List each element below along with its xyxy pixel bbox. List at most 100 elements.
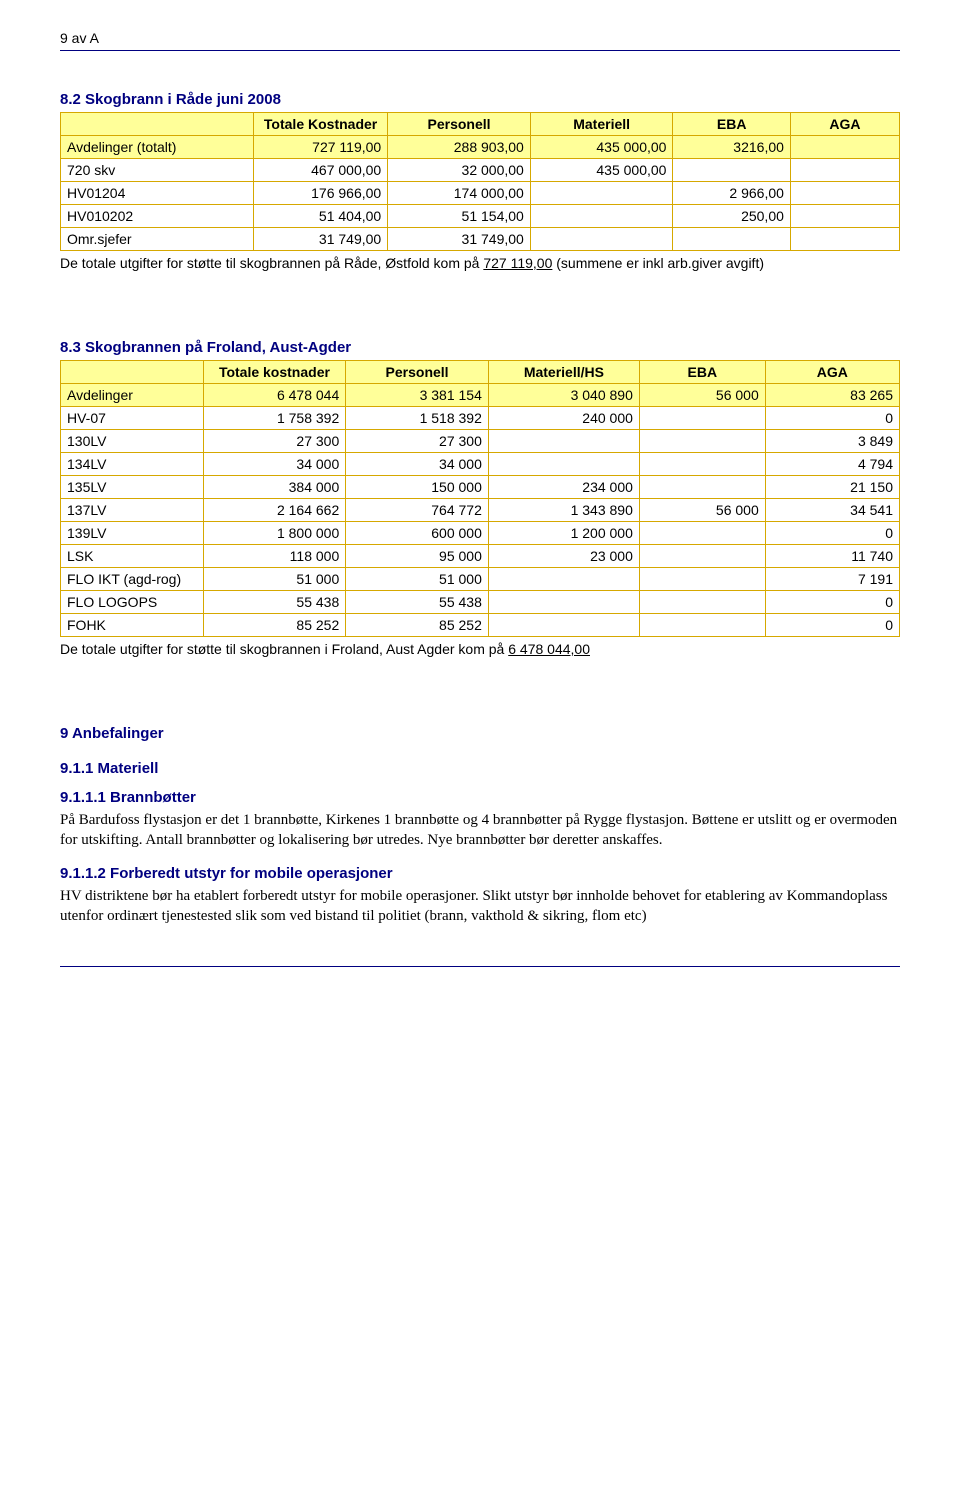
row-label: FLO LOGOPS <box>61 591 204 614</box>
row-label: 134LV <box>61 453 204 476</box>
cell <box>639 522 765 545</box>
cell <box>790 182 899 205</box>
cell <box>639 430 765 453</box>
table-row: 137LV2 164 662764 7721 343 89056 00034 5… <box>61 499 900 522</box>
col-header <box>61 361 204 384</box>
table-row: Avdelinger (totalt)727 119,00288 903,004… <box>61 136 900 159</box>
caption-text: De totale utgifter for støtte til skogbr… <box>60 255 483 271</box>
row-label: Avdelinger <box>61 384 204 407</box>
row-label: 137LV <box>61 499 204 522</box>
cell: 3216,00 <box>673 136 790 159</box>
col-header: Totale kostnader <box>203 361 346 384</box>
cell: 23 000 <box>488 545 639 568</box>
cell: 56 000 <box>639 499 765 522</box>
table-row: 139LV1 800 000600 0001 200 000 0 <box>61 522 900 545</box>
table-row: HV01020251 404,0051 154,00250,00 <box>61 205 900 228</box>
section-8-3-title: 8.3 Skogbrannen på Froland, Aust-Agder <box>60 339 900 356</box>
cell: 384 000 <box>203 476 346 499</box>
cell: 6 478 044 <box>203 384 346 407</box>
cell <box>790 228 899 251</box>
cell <box>639 591 765 614</box>
cell: 34 000 <box>203 453 346 476</box>
cell <box>673 159 790 182</box>
cell: 3 040 890 <box>488 384 639 407</box>
cell: 51 404,00 <box>253 205 387 228</box>
cell <box>639 407 765 430</box>
cell: 240 000 <box>488 407 639 430</box>
cell: 34 541 <box>765 499 899 522</box>
cell: 150 000 <box>346 476 489 499</box>
table-row: 135LV384 000150 000234 00021 150 <box>61 476 900 499</box>
table-header-row: Totale Kostnader Personell Materiell EBA… <box>61 113 900 136</box>
table-row: Avdelinger6 478 0443 381 1543 040 89056 … <box>61 384 900 407</box>
table-row: FLO LOGOPS55 43855 4380 <box>61 591 900 614</box>
cell: 3 381 154 <box>346 384 489 407</box>
cell: 56 000 <box>639 384 765 407</box>
cell: 27 300 <box>203 430 346 453</box>
table-row: 134LV34 00034 0004 794 <box>61 453 900 476</box>
cell: 85 252 <box>346 614 489 637</box>
cell <box>639 568 765 591</box>
cell <box>488 430 639 453</box>
col-header: Personell <box>346 361 489 384</box>
cell: 95 000 <box>346 545 489 568</box>
cell: 176 966,00 <box>253 182 387 205</box>
cell <box>530 182 673 205</box>
cell: 1 800 000 <box>203 522 346 545</box>
cell: 0 <box>765 591 899 614</box>
cell: 0 <box>765 522 899 545</box>
cell: 1 343 890 <box>488 499 639 522</box>
caption-text: (summene er inkl arb.giver avgift) <box>552 255 764 271</box>
row-label: HV01204 <box>61 182 254 205</box>
col-header: AGA <box>765 361 899 384</box>
cell <box>790 205 899 228</box>
cell: 234 000 <box>488 476 639 499</box>
section-9-title: 9 Anbefalinger <box>60 725 900 742</box>
caption-text: De totale utgifter for støtte til skogbr… <box>60 641 508 657</box>
row-label: Avdelinger (totalt) <box>61 136 254 159</box>
cell: 118 000 <box>203 545 346 568</box>
col-header: AGA <box>790 113 899 136</box>
section-9-1-1-2-title: 9.1.1.2 Forberedt utstyr for mobile oper… <box>60 865 900 882</box>
section-9-1-1-1-title: 9.1.1.1 Brannbøtter <box>60 789 900 806</box>
table-8-3-caption: De totale utgifter for støtte til skogbr… <box>60 641 900 657</box>
cell: 250,00 <box>673 205 790 228</box>
table-row: LSK118 00095 00023 00011 740 <box>61 545 900 568</box>
divider-bottom <box>60 966 900 967</box>
cell: 1 200 000 <box>488 522 639 545</box>
row-label: 130LV <box>61 430 204 453</box>
cell: 600 000 <box>346 522 489 545</box>
col-header: Materiell <box>530 113 673 136</box>
row-label: HV010202 <box>61 205 254 228</box>
col-header <box>61 113 254 136</box>
table-row: 130LV27 30027 3003 849 <box>61 430 900 453</box>
table-row: HV01204176 966,00174 000,002 966,00 <box>61 182 900 205</box>
divider-top <box>60 50 900 51</box>
cell: 31 749,00 <box>253 228 387 251</box>
section-8-2-title: 8.2 Skogbrann i Råde juni 2008 <box>60 91 900 108</box>
cell: 288 903,00 <box>388 136 531 159</box>
row-label: FLO IKT (agd-rog) <box>61 568 204 591</box>
section-9-1-1-title: 9.1.1 Materiell <box>60 760 900 777</box>
page-number: 9 av A <box>60 30 900 46</box>
row-label: Omr.sjefer <box>61 228 254 251</box>
cell: 27 300 <box>346 430 489 453</box>
row-label: 135LV <box>61 476 204 499</box>
cell: 435 000,00 <box>530 159 673 182</box>
caption-amount: 6 478 044,00 <box>508 641 590 657</box>
cell: 764 772 <box>346 499 489 522</box>
table-row: Omr.sjefer31 749,0031 749,00 <box>61 228 900 251</box>
cell: 85 252 <box>203 614 346 637</box>
table-8-2: Totale Kostnader Personell Materiell EBA… <box>60 112 900 251</box>
cell <box>639 476 765 499</box>
table-8-3: Totale kostnader Personell Materiell/HS … <box>60 360 900 637</box>
cell <box>639 614 765 637</box>
row-label: 139LV <box>61 522 204 545</box>
row-label: FOHK <box>61 614 204 637</box>
cell: 11 740 <box>765 545 899 568</box>
cell: 55 438 <box>203 591 346 614</box>
section-9-1-1-1-text: På Bardufoss flystasjon er det 1 brannbø… <box>60 810 900 851</box>
cell: 4 794 <box>765 453 899 476</box>
cell: 83 265 <box>765 384 899 407</box>
col-header: Personell <box>388 113 531 136</box>
